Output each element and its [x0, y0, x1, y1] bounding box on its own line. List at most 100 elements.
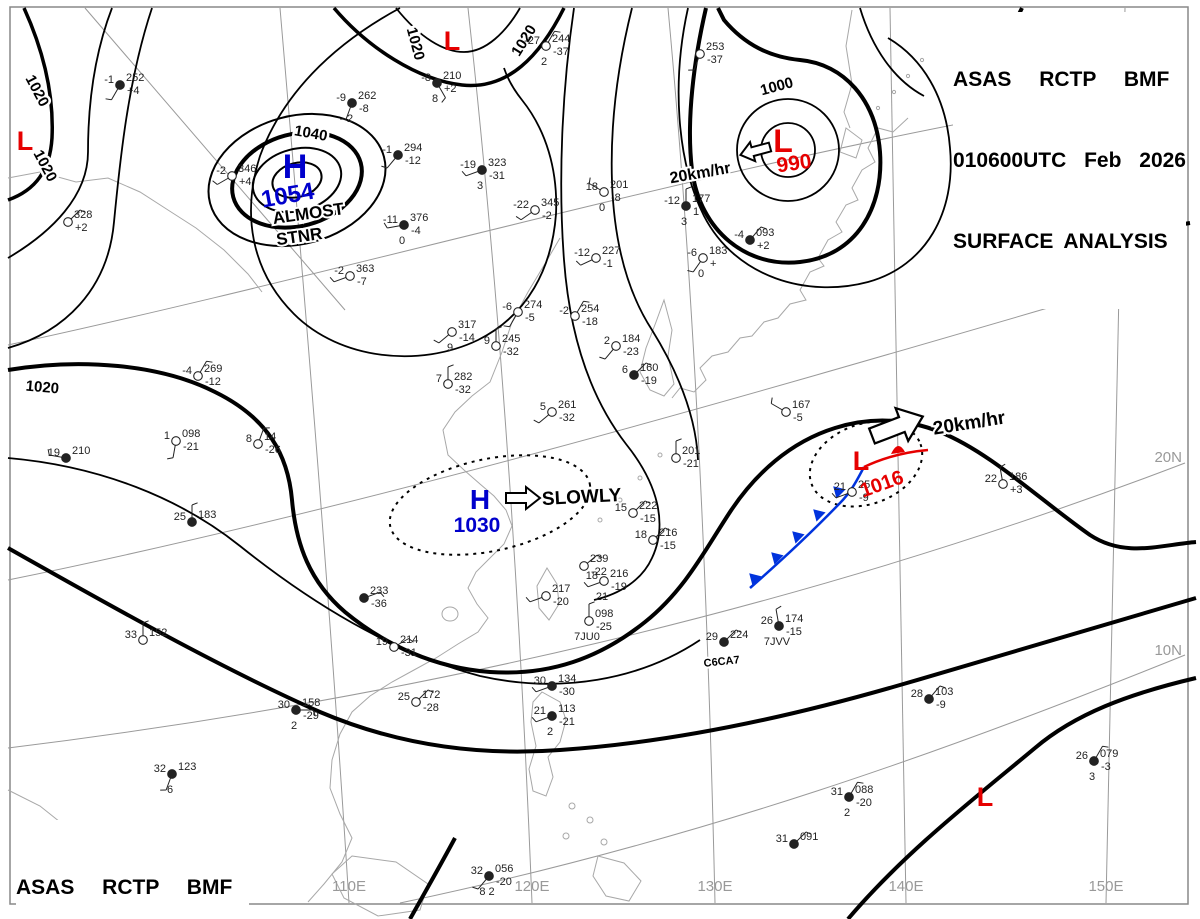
station-plot: 22 186+3	[985, 463, 1027, 496]
station-temperature: 33	[125, 629, 137, 641]
station-tendency: -21	[559, 716, 575, 728]
station-extra: 2	[844, 807, 850, 819]
station-temperature: -2	[216, 165, 226, 177]
station-plot: 201-21	[671, 438, 700, 470]
longitude-label: 150E	[1088, 878, 1123, 895]
station-extra: 21	[596, 591, 608, 603]
station-plot: -1 252+4	[104, 72, 144, 101]
wind-barb-feather	[381, 165, 388, 169]
isobar-value-label: 1000	[759, 74, 796, 99]
station-pressure: 216	[610, 568, 628, 580]
wind-barb-feather	[531, 686, 537, 693]
pressure-center-letter: H	[283, 148, 308, 186]
station-pressure: 345	[541, 197, 559, 209]
station-temperature: 19	[48, 447, 60, 459]
station-temperature: 32	[471, 865, 483, 877]
wind-barb-feather	[775, 605, 782, 610]
station-circle	[227, 171, 237, 181]
station-circle	[547, 711, 557, 721]
wind-barb-feather	[687, 270, 694, 273]
station-temperature: 28	[911, 688, 923, 700]
station-tendency: -15	[640, 513, 656, 525]
annotation-text: SLOWLY	[541, 485, 622, 510]
station-plot: 2 184-23	[599, 333, 640, 360]
station-tendency: -15	[660, 540, 676, 552]
station-pressure: 103	[935, 686, 953, 698]
station-circle	[115, 80, 125, 90]
slowly-arrow	[505, 484, 542, 512]
station-circle	[541, 41, 551, 51]
station-temperature: 18	[635, 529, 647, 541]
wind-barb-feather	[515, 216, 522, 221]
title-block-top-right: ASAS RCTP BMF 010600UTC Feb 2026 SURFACE…	[953, 12, 1186, 309]
isobar-value-label: 1020	[403, 26, 428, 63]
station-pressure: 323	[488, 157, 506, 169]
station-tendency: -31	[401, 647, 417, 659]
longitude-label: 120E	[514, 878, 549, 895]
station-plot: -6 183+0	[687, 245, 727, 280]
station-pressure: 174	[785, 613, 803, 625]
station-circle	[484, 871, 494, 881]
station-plot: 233-36	[359, 585, 388, 610]
station-circle	[138, 635, 148, 645]
station-temperature: 31	[831, 786, 843, 798]
station-circle	[648, 535, 658, 545]
station-pressure: 222	[639, 500, 657, 512]
station-tendency: +3	[1010, 484, 1023, 496]
station-pressure: 227	[602, 245, 620, 257]
station-temperature: 29	[706, 631, 718, 643]
station-plot: 167-5	[770, 397, 810, 424]
station-plot: 30 134-30	[531, 673, 576, 698]
station-temperature: 26	[761, 615, 773, 627]
station-pressure: 346	[238, 163, 256, 175]
station-temperature: -1	[382, 144, 392, 156]
annotation-text: 20km/hr	[932, 407, 1008, 439]
station-pressure: 244	[552, 33, 570, 45]
low-west: L	[17, 126, 34, 156]
station-pressure: 210	[443, 70, 461, 82]
wind-barb-feather	[525, 596, 531, 603]
station-pressure: 167	[792, 399, 810, 411]
wind-barb-feather	[645, 362, 652, 366]
wind-barb-feather	[596, 554, 603, 559]
wind-barb-feather	[427, 689, 434, 693]
station-plot: 8 14-26	[246, 427, 281, 456]
station-tendency: -26	[265, 444, 281, 456]
station-extra: 3	[477, 180, 483, 192]
station-temperature: -19	[460, 159, 476, 171]
station-temperature: -12	[664, 195, 680, 207]
parallel-10n	[399, 654, 1186, 904]
meridian-130e	[667, 7, 716, 904]
station-temperature: 9	[484, 335, 490, 347]
wind-barb-feather	[312, 709, 316, 716]
station-temperature: 32	[154, 763, 166, 775]
station-pressure: 14	[264, 431, 276, 443]
station-circle	[547, 681, 557, 691]
station-plot: -19 323-31 3	[460, 157, 506, 192]
wind-barb-feather	[588, 601, 595, 605]
station-plot: 217-20	[525, 583, 570, 608]
station-tendency: -5	[525, 312, 535, 324]
map-frame	[9, 6, 1189, 905]
station-tendency: -22	[591, 566, 607, 578]
station-pressure: 282	[454, 371, 472, 383]
parallel-20n	[7, 462, 1186, 749]
annotation-text: C6CA7	[703, 654, 740, 670]
station-plot: 29 224	[706, 629, 748, 647]
annotation-text: 20km/hr	[669, 160, 732, 187]
station-plot: 21 113-21 2	[531, 703, 576, 738]
station-tendency: -19	[611, 581, 627, 593]
station-tendency: -29	[303, 710, 319, 722]
station-temperature: 2	[604, 335, 610, 347]
isobar-value-label: 1020	[30, 147, 61, 184]
wind-barb-feather	[831, 492, 837, 499]
station-tendency: +	[710, 258, 716, 270]
wind-barb-feather	[441, 97, 446, 103]
wind-barb-feather	[472, 886, 479, 890]
station-temperature: 6	[622, 364, 628, 376]
station-plot: -9 262-8 2	[336, 90, 376, 125]
